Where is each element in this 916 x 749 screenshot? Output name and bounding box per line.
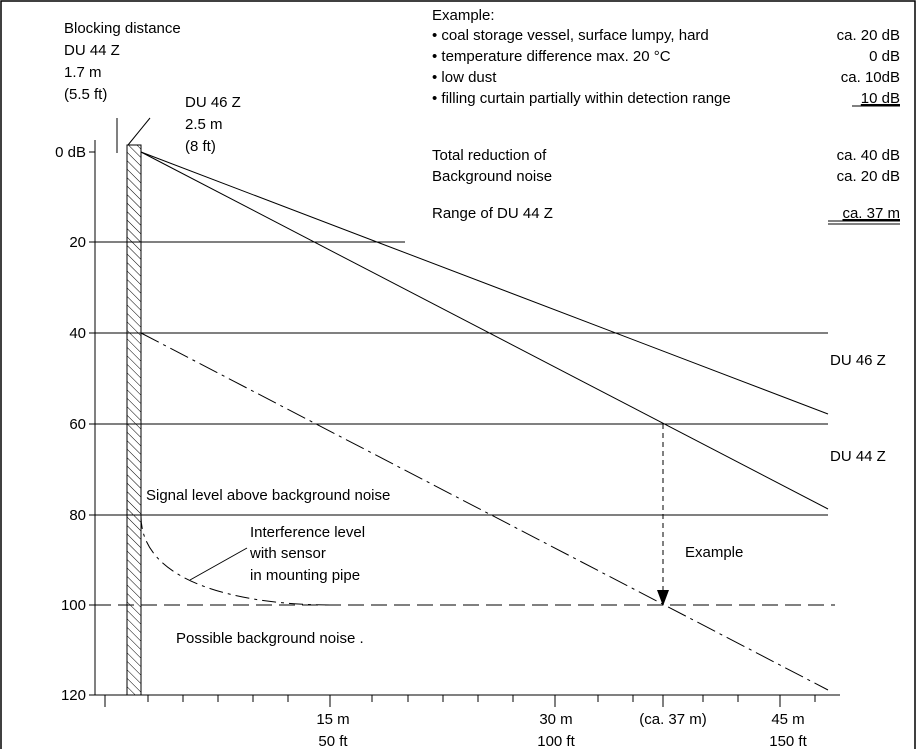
xtick-15m: 15 m (316, 711, 349, 728)
xtick-30m: 30 m (539, 711, 572, 728)
xtick-45m: 45 m (771, 711, 804, 728)
blocking-du44-m: 1.7 m (64, 64, 102, 81)
du44-line (140, 151, 829, 510)
ytick-100: 100 (61, 597, 86, 614)
blocking-title: Blocking distance (64, 20, 181, 37)
blocking-hatch (126, 144, 142, 696)
interference-label-2: with sensor (249, 545, 326, 562)
background-noise-label: Possible background noise . (176, 630, 364, 647)
total-reduction-label: Total reduction of (432, 147, 547, 164)
du44-series-label: DU 44 Z (830, 448, 886, 465)
ytick-80: 80 (69, 507, 86, 524)
decline-dashed-line (140, 332, 829, 691)
interference-leader (189, 547, 248, 581)
example-item-2-value: 0 dB (869, 48, 900, 65)
signal-level-label: Signal level above background noise (146, 487, 390, 504)
ytick-40: 40 (69, 325, 86, 342)
example-arrowhead (657, 590, 669, 606)
interference-label-1: Interference level (250, 524, 365, 541)
background-noise-row-label: Background noise (432, 168, 552, 185)
blocking-du46-ft: (8 ft) (185, 138, 216, 155)
ytick-60: 60 (69, 416, 86, 433)
blocking-du46-m: 2.5 m (185, 116, 223, 133)
du46-leader (127, 117, 151, 146)
example-item-1: • coal storage vessel, surface lumpy, ha… (432, 27, 709, 44)
ytick-20: 20 (69, 234, 86, 251)
ytick-0: 0 dB (55, 144, 86, 161)
blocking-du46-name: DU 46 Z (185, 94, 241, 111)
example-item-4-value: 10 dB (861, 90, 900, 107)
example-item-3-value: ca. 10dB (841, 69, 900, 86)
xtick-100ft: 100 ft (537, 733, 575, 749)
xtick-50ft: 50 ft (318, 733, 348, 749)
example-item-2: • temperature difference max. 20 °C (432, 48, 671, 65)
ytick-120: 120 (61, 687, 86, 704)
y-axis-ticks (89, 151, 95, 696)
x-axis-ticks (104, 695, 816, 707)
example-item-1-value: ca. 20 dB (837, 27, 900, 44)
range-value: ca. 37 m (842, 205, 900, 222)
blocking-du44-name: DU 44 Z (64, 42, 120, 59)
background-noise-row-value: ca. 20 dB (837, 168, 900, 185)
interference-curve (140, 514, 331, 606)
xtick-ca37m: (ca. 37 m) (639, 711, 707, 728)
total-reduction-value: ca. 40 dB (837, 147, 900, 164)
du46-line (140, 151, 829, 415)
example-label: Example (685, 544, 743, 561)
blocking-du44-ft: (5.5 ft) (64, 86, 107, 103)
example-item-3: • low dust (432, 69, 497, 86)
example-item-4: • filling curtain partially within detec… (432, 90, 731, 107)
xtick-150ft: 150 ft (769, 733, 807, 749)
interference-label-3: in mounting pipe (250, 567, 360, 584)
du46-series-label: DU 46 Z (830, 352, 886, 369)
example-title: Example: (432, 7, 495, 24)
range-label: Range of DU 44 Z (432, 205, 553, 222)
